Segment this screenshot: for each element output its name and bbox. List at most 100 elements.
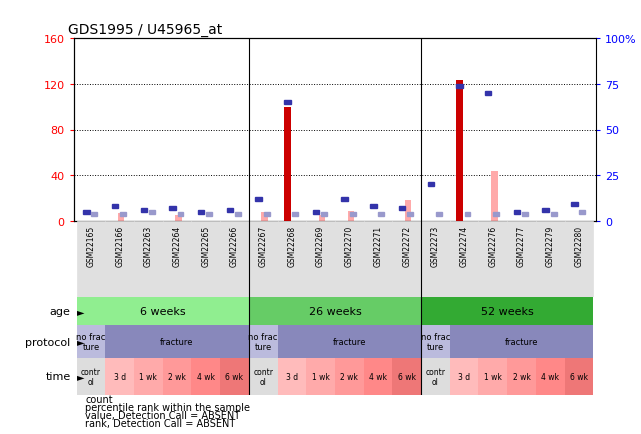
Text: GSM22271: GSM22271	[374, 225, 383, 266]
Bar	[134, 221, 163, 297]
Text: fracture: fracture	[333, 337, 366, 346]
Bar	[579, 210, 585, 214]
Bar	[571, 203, 578, 207]
Text: 1 wk: 1 wk	[312, 372, 329, 381]
Text: GSM22279: GSM22279	[545, 225, 554, 266]
Text: age: age	[49, 306, 71, 316]
Bar	[542, 208, 549, 212]
Text: GSM22268: GSM22268	[287, 225, 296, 266]
Bar	[392, 221, 421, 297]
Bar	[565, 358, 594, 395]
Bar	[120, 212, 126, 216]
Bar	[407, 212, 413, 216]
Bar	[335, 358, 363, 395]
Bar	[565, 221, 594, 297]
Bar	[263, 212, 270, 216]
Bar	[536, 221, 565, 297]
Bar	[206, 212, 212, 216]
Bar	[319, 216, 326, 221]
Bar	[76, 358, 105, 395]
Bar	[405, 201, 412, 221]
Bar	[450, 326, 594, 358]
Text: GSM22280: GSM22280	[574, 225, 583, 266]
Bar	[378, 212, 385, 216]
Bar	[428, 183, 434, 187]
Text: GSM22165: GSM22165	[87, 225, 96, 266]
Text: 1 wk: 1 wk	[139, 372, 157, 381]
Text: fracture: fracture	[160, 337, 194, 346]
Bar	[169, 207, 176, 210]
Bar	[421, 326, 450, 358]
Bar	[118, 214, 124, 221]
Bar	[321, 212, 327, 216]
Bar	[306, 221, 335, 297]
Bar	[284, 101, 290, 105]
Bar	[220, 358, 249, 395]
Bar	[83, 210, 90, 214]
Bar	[507, 358, 536, 395]
Text: rank, Detection Call = ABSENT: rank, Detection Call = ABSENT	[85, 418, 235, 427]
Bar	[392, 358, 421, 395]
Bar	[478, 358, 507, 395]
Bar	[436, 212, 442, 216]
Bar	[494, 212, 499, 216]
Bar	[522, 212, 528, 216]
Bar	[536, 358, 565, 395]
Bar	[76, 221, 105, 297]
Bar	[112, 205, 119, 209]
Text: GDS1995 / U45965_at: GDS1995 / U45965_at	[69, 23, 222, 36]
Bar	[278, 358, 306, 395]
Bar	[363, 221, 392, 297]
Text: GSM22166: GSM22166	[115, 225, 124, 266]
Text: 2 wk: 2 wk	[513, 372, 531, 381]
Bar	[278, 221, 306, 297]
Bar	[370, 205, 377, 209]
Text: GSM22264: GSM22264	[172, 225, 181, 266]
Text: ►: ►	[77, 337, 85, 347]
Text: count: count	[85, 395, 113, 404]
Bar	[335, 221, 363, 297]
Text: 6 wk: 6 wk	[226, 372, 244, 381]
Bar	[292, 212, 298, 216]
Bar	[249, 358, 278, 395]
Bar	[350, 212, 356, 216]
Text: 26 weeks: 26 weeks	[308, 306, 362, 316]
Text: 1 wk: 1 wk	[484, 372, 502, 381]
Text: GSM22272: GSM22272	[402, 225, 411, 266]
Bar	[175, 216, 182, 221]
Text: 4 wk: 4 wk	[541, 372, 559, 381]
Bar	[220, 221, 249, 297]
Text: 2 wk: 2 wk	[168, 372, 186, 381]
Bar	[140, 208, 147, 212]
Bar	[76, 326, 105, 358]
Bar	[92, 212, 97, 216]
Bar	[163, 221, 192, 297]
Bar	[342, 197, 348, 201]
Bar	[134, 358, 163, 395]
Bar	[262, 212, 268, 221]
Bar	[421, 297, 594, 326]
Text: contr
ol: contr ol	[81, 367, 101, 386]
Text: 6 weeks: 6 weeks	[140, 306, 185, 316]
Bar	[235, 212, 241, 216]
Text: ►: ►	[77, 306, 85, 316]
Text: GSM22265: GSM22265	[201, 225, 210, 266]
Bar	[198, 210, 204, 214]
Text: 4 wk: 4 wk	[369, 372, 387, 381]
Text: GSM22263: GSM22263	[144, 225, 153, 266]
Text: 2 wk: 2 wk	[340, 372, 358, 381]
Text: value, Detection Call = ABSENT: value, Detection Call = ABSENT	[85, 410, 240, 420]
Text: GSM22273: GSM22273	[431, 225, 440, 266]
Bar	[313, 210, 319, 214]
Bar	[450, 221, 478, 297]
Text: GSM22270: GSM22270	[345, 225, 354, 266]
Bar	[149, 210, 154, 214]
Bar	[249, 221, 278, 297]
Text: time: time	[46, 372, 71, 381]
Bar	[249, 326, 278, 358]
Bar	[551, 212, 556, 216]
Bar	[284, 107, 291, 221]
Bar	[227, 208, 233, 212]
Bar	[421, 221, 450, 297]
Text: no frac
ture: no frac ture	[420, 332, 450, 352]
